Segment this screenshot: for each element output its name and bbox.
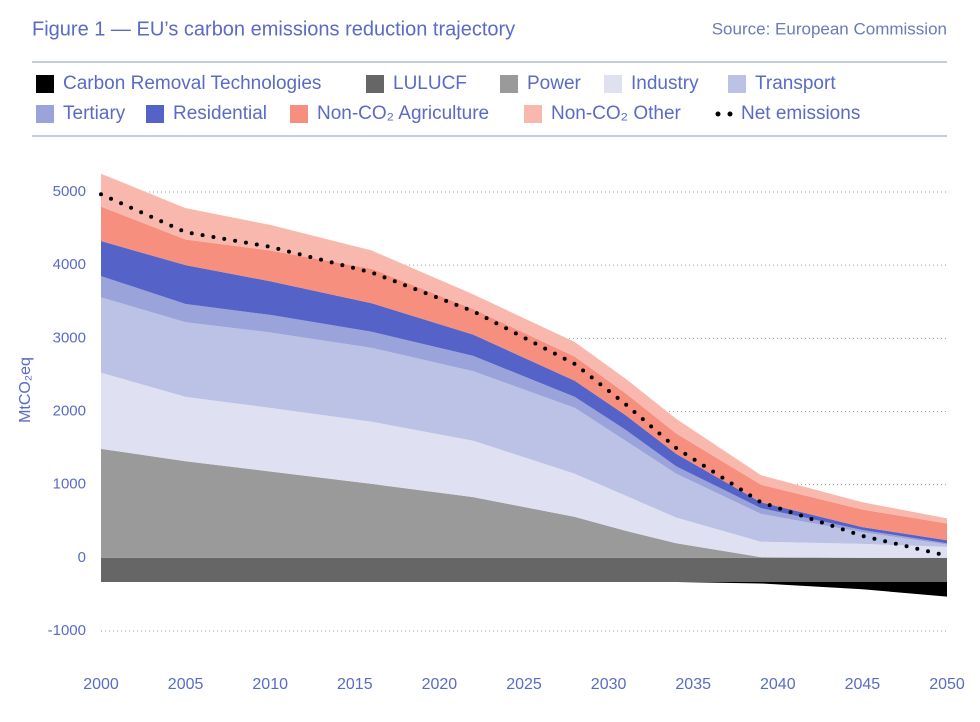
source: Source: European Commission [712, 19, 947, 38]
y-tick-label: 1000 [53, 476, 86, 493]
y-tick-label: 3000 [53, 329, 86, 346]
legend-label: Power [527, 73, 582, 94]
legend-swatch [36, 105, 54, 123]
chart-title: Figure 1 — EU’s carbon emissions reducti… [32, 18, 515, 40]
area [101, 206, 947, 541]
area [101, 241, 947, 544]
legend-swatch [366, 75, 384, 93]
y-tick-label: 5000 [53, 183, 86, 200]
area [101, 581, 947, 597]
x-tick-label: 2040 [760, 676, 796, 693]
legend-label: Carbon Removal Technologies [63, 73, 321, 94]
x-tick-label: 2020 [422, 676, 458, 693]
legend-swatch [727, 111, 733, 117]
area [101, 557, 947, 582]
legend-label: Transport [755, 73, 836, 94]
legend-swatch [500, 75, 518, 93]
legend-swatch [604, 75, 622, 93]
legend-swatch [715, 111, 721, 117]
legend-swatch [290, 105, 308, 123]
net-line [99, 192, 949, 558]
legend-label: Net emissions [741, 103, 860, 124]
legend-label: Non-CO₂ Agriculture [317, 103, 489, 124]
legend-label: Non-CO₂ Other [551, 103, 682, 124]
area [101, 173, 947, 524]
x-tick-label: 2000 [83, 676, 119, 693]
x-tick-label: 2025 [506, 676, 542, 693]
area [101, 297, 947, 547]
x-tick-label: 2015 [337, 676, 373, 693]
x-tick-label: 2035 [675, 676, 711, 693]
y-tick-label: 4000 [53, 256, 86, 273]
x-tick-label: 2045 [845, 676, 881, 693]
y-axis-label: MtCO₂eq [17, 357, 34, 423]
y-tick-label: -1000 [48, 622, 86, 639]
y-tick-label: 0 [78, 549, 86, 566]
legend-label: LULUCF [393, 73, 467, 94]
legend-swatch [36, 75, 54, 93]
legend-swatch [728, 75, 746, 93]
legend-swatch [524, 105, 542, 123]
area [101, 448, 947, 558]
legend-swatch [146, 105, 164, 123]
x-tick-label: 2010 [252, 676, 288, 693]
y-tick-label: 2000 [53, 402, 86, 419]
area [101, 372, 947, 558]
x-tick-label: 2005 [168, 676, 204, 693]
legend-label: Tertiary [63, 103, 126, 124]
x-tick-label: 2030 [591, 676, 627, 693]
x-tick-label: 2050 [929, 676, 965, 693]
legend-label: Industry [631, 73, 699, 94]
legend-label: Residential [173, 103, 267, 124]
